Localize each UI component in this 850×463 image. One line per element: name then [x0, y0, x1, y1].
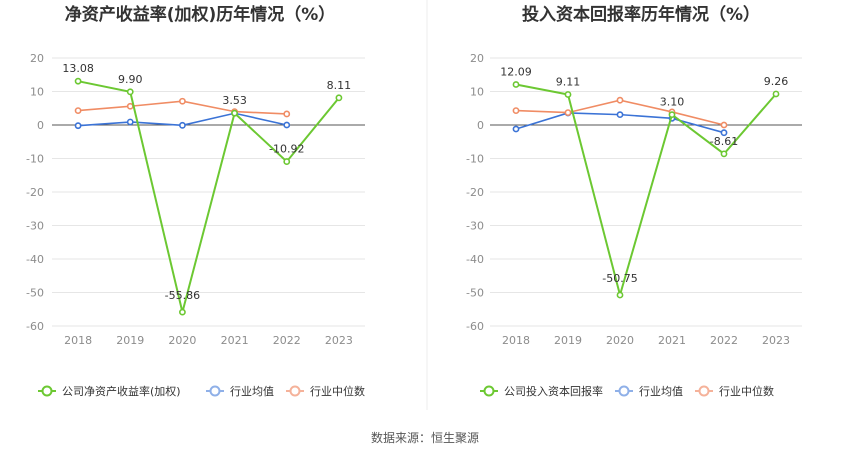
industry-average-point — [283, 121, 291, 129]
industry-median-point — [179, 97, 186, 105]
data-label: 13.08 — [62, 62, 94, 75]
data-source: 数据来源：恒生聚源 — [371, 430, 479, 445]
legend-label: 公司投入资本回报率 — [504, 384, 603, 398]
industry-average-point — [126, 118, 134, 126]
industry-median-point — [720, 121, 728, 129]
industry-average-point — [74, 122, 82, 130]
y-tick-label: -30 — [26, 220, 44, 233]
chart-title: 净资产收益率(加权)历年情况（%） — [65, 4, 336, 25]
company-point — [179, 308, 186, 316]
industry-median-point — [512, 107, 520, 114]
company-point — [720, 150, 728, 158]
legend-label: 行业均值 — [230, 385, 274, 398]
y-tick-label: -30 — [466, 220, 484, 233]
company-series-line — [77, 80, 340, 313]
data-label: 9.90 — [118, 73, 143, 86]
y-tick-label: -40 — [466, 253, 484, 266]
data-label: 8.11 — [327, 79, 352, 92]
data-label: -50.75 — [602, 272, 637, 285]
data-label: 3.10 — [660, 96, 685, 109]
data-label: 9.26 — [764, 75, 789, 88]
y-tick-label: -20 — [26, 186, 44, 199]
y-tick-label: -20 — [466, 186, 484, 199]
legend-swatch-marker — [209, 385, 221, 397]
x-tick-label: 2023 — [325, 334, 353, 347]
industry-average-point — [720, 129, 728, 137]
industry-average-point — [512, 125, 520, 133]
legend-swatch-marker — [41, 385, 53, 397]
y-tick-label: -10 — [26, 153, 44, 166]
legend-swatch-marker — [483, 385, 495, 397]
company-point — [231, 109, 238, 117]
legend-label: 行业中位数 — [310, 384, 365, 398]
legend-label: 行业均值 — [639, 385, 683, 398]
y-tick-label: 0 — [37, 119, 44, 132]
industry-average-point — [179, 121, 186, 129]
data-label: -55.86 — [165, 289, 200, 302]
legend-swatch-marker — [289, 385, 301, 397]
chart-title: 投入资本回报率历年情况（%） — [522, 4, 760, 25]
industry-average-point — [616, 111, 624, 119]
legend-swatch-marker — [618, 385, 630, 397]
data-label: -10.92 — [269, 143, 304, 156]
y-tick-label: -50 — [466, 287, 484, 300]
company-point — [564, 91, 572, 98]
y-tick-label: -10 — [466, 153, 484, 166]
x-tick-label: 2021 — [221, 334, 249, 347]
x-tick-label: 2019 — [554, 334, 582, 347]
x-tick-label: 2023 — [762, 334, 790, 347]
company-point — [616, 291, 624, 299]
industry-median-point — [74, 107, 82, 114]
company-point — [772, 90, 780, 98]
legend-swatch-marker — [698, 385, 710, 397]
industry-median-point — [126, 102, 134, 110]
legend-label: 公司净资产收益率(加权) — [62, 384, 181, 398]
company-point — [668, 111, 676, 119]
x-tick-label: 2022 — [273, 334, 301, 347]
x-tick-label: 2022 — [710, 334, 738, 347]
x-tick-label: 2018 — [502, 334, 530, 347]
data-label: 9.11 — [556, 75, 581, 88]
legend-label: 行业中位数 — [719, 384, 774, 398]
x-tick-label: 2019 — [116, 334, 144, 347]
industry-median-point — [283, 110, 291, 118]
y-tick-label: 10 — [470, 86, 484, 99]
y-tick-label: -40 — [26, 253, 44, 266]
data-label: 12.09 — [500, 65, 532, 78]
y-tick-label: 20 — [30, 52, 44, 65]
y-tick-label: -60 — [26, 320, 44, 333]
company-point — [126, 88, 134, 96]
company-point — [283, 158, 291, 165]
y-tick-label: 20 — [470, 52, 484, 65]
y-tick-label: 10 — [30, 86, 44, 99]
company-point — [335, 94, 343, 102]
company-series-line — [515, 83, 777, 299]
company-point — [512, 81, 520, 88]
y-tick-label: -50 — [26, 287, 44, 300]
data-label: 3.53 — [222, 94, 247, 107]
industry-median-point — [616, 96, 624, 104]
x-tick-label: 2018 — [64, 334, 92, 347]
x-tick-label: 2020 — [168, 334, 196, 347]
data-label: -8.61 — [710, 135, 738, 148]
x-tick-label: 2021 — [658, 334, 686, 347]
company-point — [74, 77, 82, 85]
y-tick-label: -60 — [466, 320, 484, 333]
y-tick-label: 0 — [477, 119, 484, 132]
industry-median-point — [564, 109, 572, 117]
x-tick-label: 2020 — [606, 334, 634, 347]
